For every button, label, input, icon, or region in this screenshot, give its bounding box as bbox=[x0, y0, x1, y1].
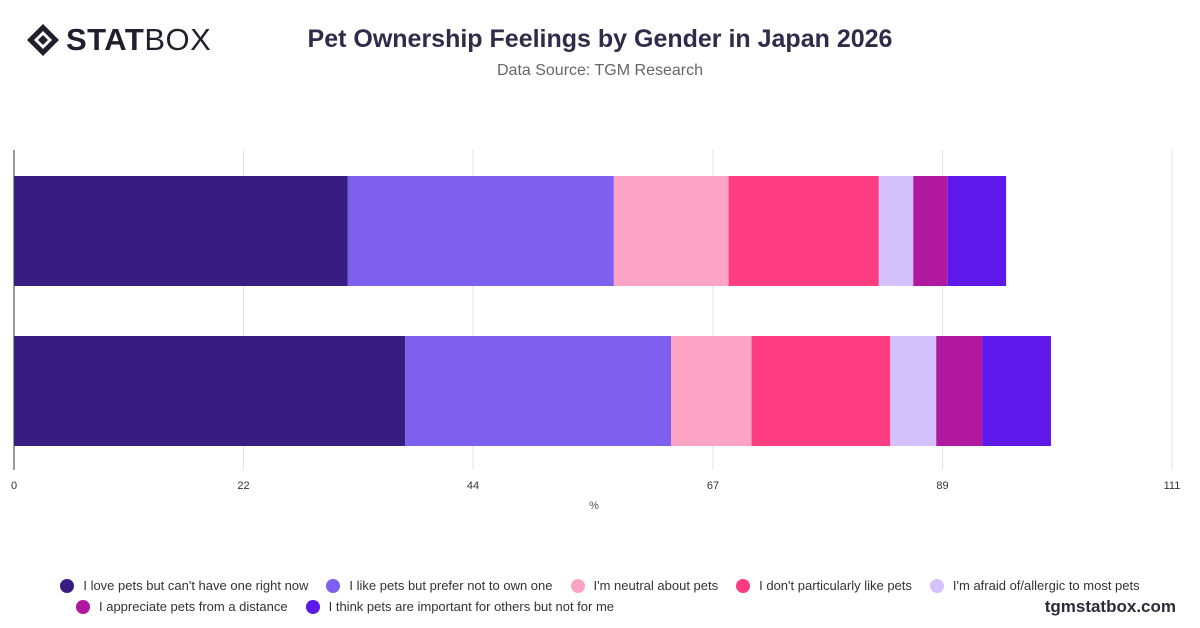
legend-dot-icon bbox=[326, 578, 341, 593]
legend-dot-icon bbox=[60, 578, 75, 593]
chart-subtitle: Data Source: TGM Research bbox=[496, 62, 703, 79]
bar-segment bbox=[347, 176, 614, 286]
bar-segment bbox=[671, 336, 752, 446]
logo-wordmark-light: BOX bbox=[144, 22, 212, 57]
bar-segment bbox=[14, 336, 406, 446]
legend-label: I like pets but prefer not to own one bbox=[349, 578, 553, 593]
legend-item[interactable]: I think pets are important for others bu… bbox=[305, 599, 615, 614]
x-tick-label: 111 bbox=[1164, 480, 1181, 492]
bar-segment bbox=[613, 176, 729, 286]
bar-segment bbox=[913, 176, 948, 286]
logo-wordmark: STATBOX bbox=[66, 22, 211, 58]
bar-segment bbox=[947, 176, 1007, 286]
watermark: tgmstatbox.com bbox=[1044, 597, 1176, 616]
bar-segment bbox=[878, 176, 914, 286]
stacked-bar-chart: 0 22 44 67 89 111% bbox=[11, 150, 1181, 512]
bar-segment bbox=[728, 176, 879, 286]
legend-dot-icon bbox=[76, 599, 90, 614]
legend-item[interactable]: I'm afraid of/allergic to most pets bbox=[929, 578, 1140, 593]
x-tick-label: 22 bbox=[237, 480, 249, 492]
x-tick-label: 44 bbox=[467, 480, 479, 492]
bar-segment bbox=[751, 336, 891, 446]
x-tick-label: 67 bbox=[707, 480, 719, 492]
legend-dot-icon bbox=[929, 578, 944, 593]
legend-label: I don't particularly like pets bbox=[759, 578, 912, 593]
legend-dot-icon bbox=[305, 599, 320, 614]
legend-label: I'm neutral about pets bbox=[593, 578, 719, 593]
chart-title: Pet Ownership Feelings by Gender in Japa… bbox=[307, 25, 893, 53]
x-tick-label: 0 bbox=[11, 480, 17, 492]
legend-label: I appreciate pets from a distance bbox=[99, 599, 288, 614]
x-tick-label: 89 bbox=[936, 480, 948, 492]
x-axis-label: % bbox=[589, 500, 599, 512]
legend-item[interactable]: I love pets but can't have one right now bbox=[60, 578, 308, 593]
legend-item[interactable]: I like pets but prefer not to own one bbox=[326, 578, 553, 593]
legend-label: I think pets are important for others bu… bbox=[328, 599, 615, 614]
bar-segment bbox=[14, 176, 348, 286]
legend-dot-icon bbox=[736, 578, 751, 593]
legend-row: I appreciate pets from a distance I think… bbox=[0, 599, 1200, 614]
bar-segment bbox=[936, 336, 983, 446]
legend-label: I love pets but can't have one right now bbox=[83, 578, 309, 593]
legend-label: I'm afraid of/allergic to most pets bbox=[952, 578, 1140, 593]
bar-segment bbox=[982, 336, 1051, 446]
legend-item[interactable]: I'm neutral about pets bbox=[570, 578, 719, 593]
legend-item[interactable]: I don't particularly like pets bbox=[736, 578, 912, 593]
diamond-logo-icon bbox=[27, 24, 59, 56]
legend-row: I love pets but can't have one right now… bbox=[0, 578, 1200, 593]
statbox-logo: STATBOX bbox=[26, 22, 211, 58]
legend-item[interactable]: I appreciate pets from a distance bbox=[76, 599, 288, 614]
legend-dot-icon bbox=[570, 578, 585, 593]
bar-segment bbox=[890, 336, 937, 446]
bar-segment bbox=[405, 336, 672, 446]
chart-legend: I love pets but can't have one right now… bbox=[0, 578, 1200, 620]
logo-wordmark-bold: STAT bbox=[66, 22, 145, 57]
